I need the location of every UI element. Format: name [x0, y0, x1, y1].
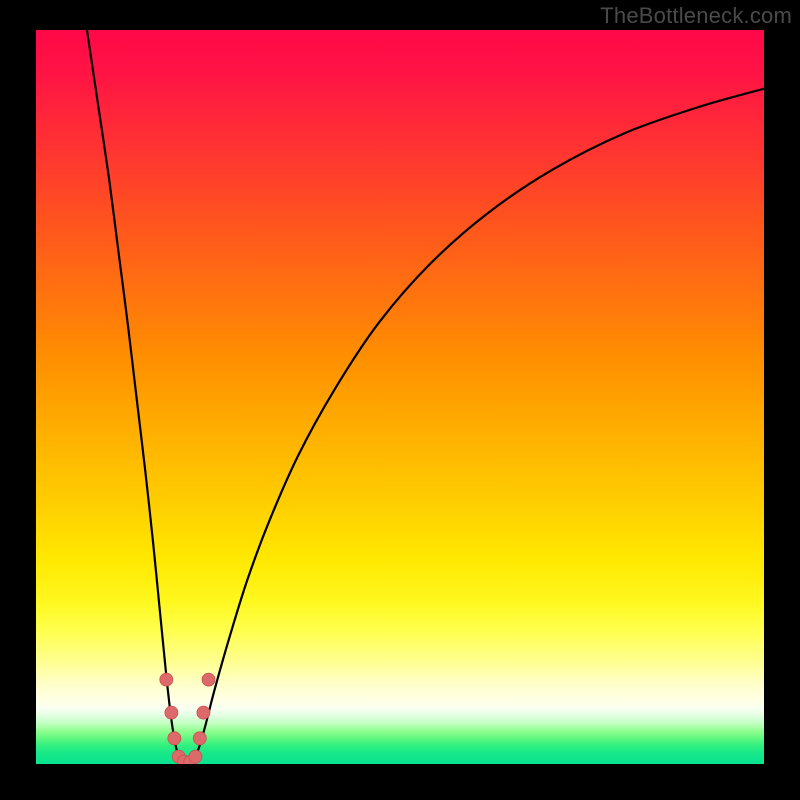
marker-point	[197, 706, 210, 719]
curve-layer	[36, 30, 764, 764]
watermark-text: TheBottleneck.com	[600, 3, 792, 29]
plot-area	[36, 30, 764, 764]
chart-container: TheBottleneck.com	[0, 0, 800, 800]
marker-point	[193, 732, 206, 745]
marker-point	[202, 673, 215, 686]
right-curve	[193, 89, 764, 761]
marker-point	[189, 750, 202, 763]
left-curve	[87, 30, 182, 760]
marker-point	[165, 706, 178, 719]
marker-point	[168, 732, 181, 745]
marker-point	[160, 673, 173, 686]
